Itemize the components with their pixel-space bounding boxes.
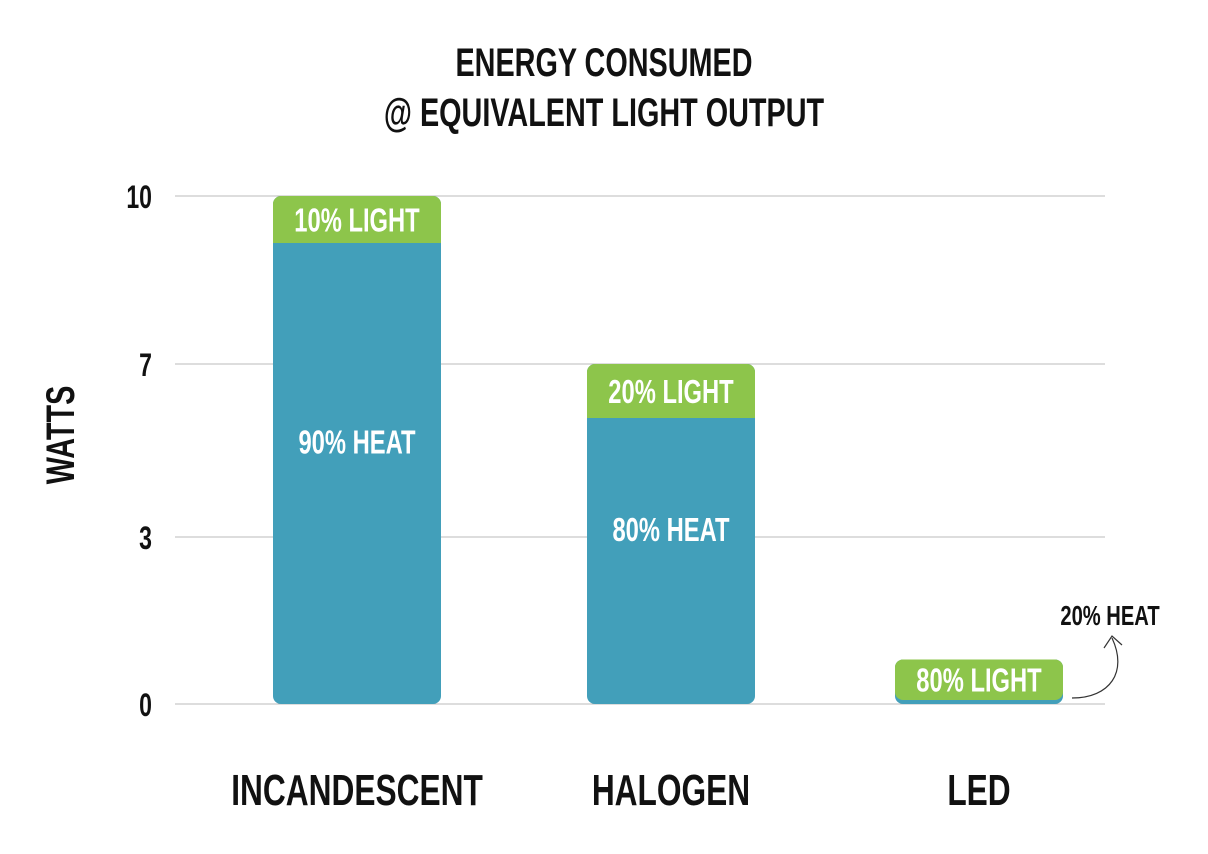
bar-light-segment-fill xyxy=(587,408,755,418)
bar-heat-label: 90% HEAT xyxy=(298,425,415,462)
led-heat-annotation: 20% HEAT xyxy=(1060,601,1159,632)
bar-light-segment-fill xyxy=(273,233,441,243)
x-category-label: INCANDESCENT xyxy=(231,766,483,815)
bar-light-segment xyxy=(587,364,755,418)
bar-light-segment xyxy=(273,196,441,243)
bar-heat-segment xyxy=(587,364,755,704)
y-tick-label: 3 xyxy=(139,520,152,556)
y-tick-label: 7 xyxy=(139,347,152,383)
bar-light-label: 80% LIGHT xyxy=(916,663,1042,700)
y-axis-label: WATTS xyxy=(38,386,83,485)
bar-light-label: 10% LIGHT xyxy=(294,203,420,240)
chart-title-line-1: ENERGY CONSUMED xyxy=(455,40,752,85)
labels: ENERGY CONSUMED @ EQUIVALENT LIGHT OUTPUT… xyxy=(38,40,1159,815)
bar-heat-segment xyxy=(273,196,441,704)
x-category-label: HALOGEN xyxy=(592,766,750,815)
y-tick-label: 0 xyxy=(139,687,152,723)
arrow-head-icon xyxy=(1103,635,1123,649)
y-tick-label: 10 xyxy=(126,179,152,215)
x-category-label: LED xyxy=(947,766,1010,815)
bar-heat-label: 80% HEAT xyxy=(612,512,729,549)
annotation-arrow xyxy=(1071,637,1119,699)
bars xyxy=(273,196,1063,704)
chart-title-line-2: @ EQUIVALENT LIGHT OUTPUT xyxy=(384,90,824,135)
bar-light-segment xyxy=(895,659,1063,700)
bar-light-label: 20% LIGHT xyxy=(608,374,734,411)
